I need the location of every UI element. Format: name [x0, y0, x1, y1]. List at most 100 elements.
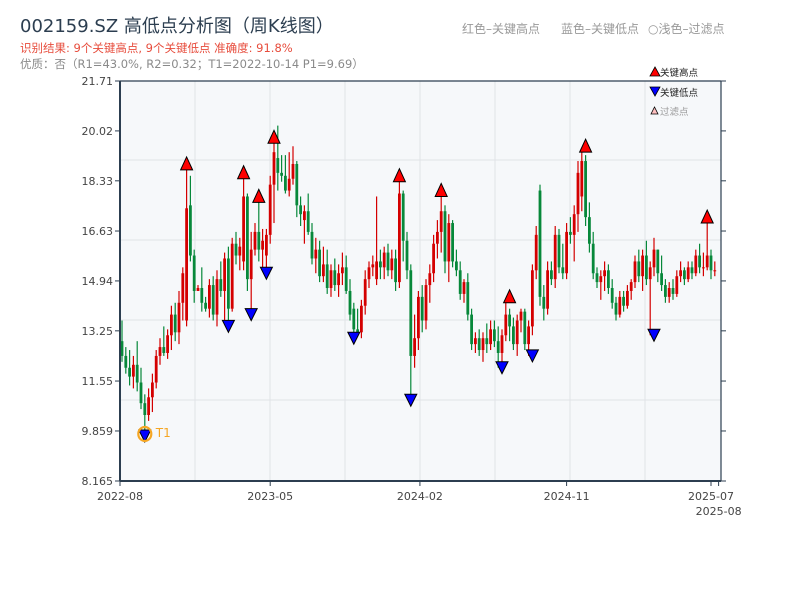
- candle-body: [367, 267, 371, 280]
- candle-body: [204, 302, 207, 309]
- candle: [690, 261, 694, 280]
- candle: [360, 299, 363, 339]
- candle-body: [192, 255, 196, 291]
- candle: [192, 249, 196, 303]
- candle: [135, 341, 139, 392]
- candle: [363, 270, 367, 315]
- candle-body: [599, 276, 603, 283]
- legend-high-label: 关键高点: [660, 67, 699, 79]
- candle: [348, 279, 352, 321]
- candle-body: [265, 234, 268, 256]
- candle: [265, 228, 268, 274]
- candle-body: [200, 288, 204, 303]
- candle: [325, 249, 329, 294]
- candle: [162, 326, 166, 356]
- candle-body: [356, 329, 359, 333]
- candle-body: [215, 279, 219, 315]
- candle-body: [322, 264, 325, 277]
- candle-body: [424, 285, 428, 321]
- legend-low-label: 关键低点: [660, 87, 699, 99]
- candle: [329, 264, 333, 297]
- candle: [219, 261, 223, 297]
- candle-body: [158, 347, 162, 356]
- candle-body: [512, 326, 515, 345]
- candle: [409, 264, 413, 401]
- candle-body: [652, 249, 656, 268]
- candle-body: [671, 288, 675, 294]
- candle-body: [622, 296, 625, 306]
- candle-body: [394, 258, 397, 283]
- candle-body: [242, 196, 245, 262]
- candle-body: [128, 367, 131, 377]
- candle: [181, 267, 185, 321]
- candle: [656, 249, 660, 283]
- candle: [284, 155, 287, 194]
- candle: [694, 249, 698, 277]
- candle: [474, 332, 477, 353]
- candle-body: [287, 178, 291, 191]
- candle: [170, 305, 173, 351]
- candle: [565, 223, 568, 280]
- candle: [481, 332, 485, 362]
- candle-body: [698, 255, 701, 268]
- candle: [637, 249, 641, 283]
- candle-body: [713, 270, 717, 272]
- candle: [561, 243, 565, 280]
- candle-body: [230, 243, 234, 309]
- candle-body: [386, 252, 390, 271]
- color-note-blue: 蓝色–关键低点: [561, 22, 639, 36]
- candle-body: [352, 308, 356, 330]
- candle: [504, 302, 508, 342]
- key-low-marker: [403, 393, 418, 408]
- candle: [261, 228, 264, 268]
- candle: [523, 308, 527, 351]
- candle-body: [588, 217, 591, 244]
- candle: [367, 261, 371, 289]
- candle-body: [291, 163, 295, 179]
- candle: [139, 367, 143, 410]
- key-high-marker: [700, 208, 714, 224]
- candle-body: [679, 270, 682, 277]
- candle-body: [363, 279, 367, 306]
- candle: [154, 350, 158, 389]
- candle: [702, 252, 705, 277]
- candle-body: [534, 234, 538, 271]
- candle-body: [379, 261, 382, 268]
- candle: [515, 314, 519, 356]
- y-tick-label: 21.71: [82, 75, 114, 88]
- legend-low-icon: [649, 86, 661, 97]
- t1-label: T1: [155, 426, 171, 440]
- result-summary: 识别结果: 9个关键高点, 9个关键低点 准确度: 91.8%: [20, 41, 293, 55]
- candle: [299, 196, 302, 226]
- key-high-marker: [502, 288, 517, 304]
- candle: [629, 279, 633, 300]
- candle: [462, 279, 466, 303]
- candle: [508, 308, 511, 342]
- candle-body: [401, 193, 405, 241]
- candle-body: [508, 314, 511, 327]
- key-low-marker: [647, 328, 661, 343]
- y-tick-label: 16.63: [82, 225, 114, 238]
- candle-body: [261, 240, 264, 250]
- x-tick-label: 2023-05: [247, 490, 293, 503]
- candle-body: [439, 211, 443, 232]
- candle: [318, 240, 321, 283]
- candle: [667, 282, 671, 303]
- candle-body: [504, 314, 508, 336]
- candle: [185, 169, 188, 327]
- candle-body: [257, 231, 261, 250]
- candle-body: [626, 290, 629, 306]
- candle: [557, 228, 561, 274]
- candle: [413, 314, 416, 368]
- candle-body: [227, 258, 230, 309]
- candle: [512, 317, 515, 351]
- candle-body: [603, 270, 606, 277]
- candle-body: [493, 329, 496, 342]
- candle-body: [337, 273, 340, 286]
- candle-body: [458, 270, 462, 294]
- x-tick-label: 2025-08: [696, 505, 742, 518]
- candle: [455, 249, 458, 277]
- candle: [375, 196, 378, 286]
- candle: [257, 202, 261, 262]
